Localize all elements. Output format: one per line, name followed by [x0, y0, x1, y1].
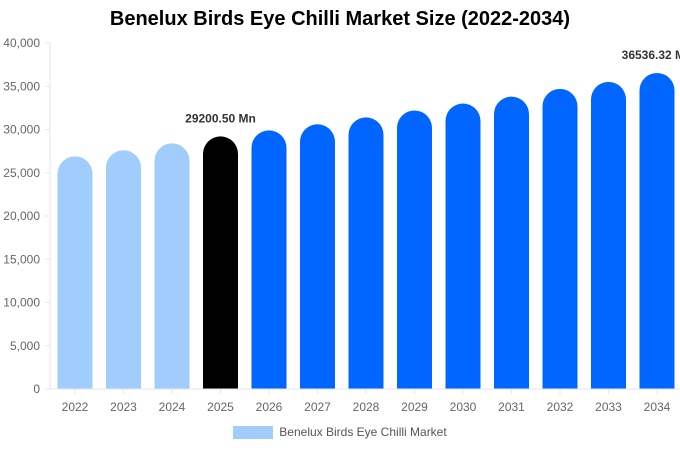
x-tick-label: 2027 [304, 400, 331, 414]
x-tick-label: 2031 [498, 400, 525, 414]
y-tick-label: 20,000 [3, 209, 40, 223]
x-tick-label: 2032 [547, 400, 574, 414]
bar-2022 [57, 156, 93, 389]
bar-2029 [397, 110, 432, 389]
y-tick-label: 10,000 [3, 296, 40, 310]
data-label-2034: 36536.32 Mn [622, 48, 680, 62]
y-tick-label: 25,000 [3, 166, 40, 180]
legend-label: Benelux Birds Eye Chilli Market [279, 425, 447, 439]
bar-2032 [542, 88, 578, 389]
x-tick-label: 2028 [353, 400, 380, 414]
data-labels: 29200.50 Mn 36536.32 Mn [185, 48, 680, 125]
bar-2034 [639, 72, 675, 390]
bar-2028 [348, 117, 384, 389]
data-label-2025: 29200.50 Mn [185, 111, 256, 125]
x-tick-label: 2024 [159, 400, 186, 414]
x-tick-label: 2033 [595, 400, 622, 414]
legend: Benelux Birds Eye Chilli Market [0, 425, 680, 439]
bar-2030 [445, 103, 481, 390]
x-tick-label: 2026 [256, 400, 283, 414]
y-tick-label: 40,000 [3, 36, 40, 50]
x-tick-label: 2029 [401, 400, 428, 414]
y-tick-label: 5,000 [10, 339, 40, 353]
x-tick-label: 2025 [207, 400, 234, 414]
bar-2025 [203, 136, 238, 389]
bars [57, 72, 675, 390]
x-tick-label: 2034 [644, 400, 671, 414]
y-tick-label: 0 [33, 382, 40, 396]
bar-2024 [154, 143, 190, 389]
x-axis: 2022 2023 2024 2025 2026 2027 2028 2029 2030 2031… [50, 388, 680, 414]
bar-2033 [591, 81, 626, 390]
x-tick-label: 2023 [110, 400, 137, 414]
chart-title: Benelux Birds Eye Chilli Market Size (20… [109, 8, 571, 30]
bar-2031 [494, 96, 529, 389]
x-tick-label: 2022 [62, 400, 89, 414]
bar-2027 [300, 124, 335, 390]
legend-swatch [233, 425, 274, 439]
y-tick-label: 35,000 [3, 79, 40, 93]
bar-2023 [106, 150, 141, 389]
y-tick-label: 30,000 [3, 123, 40, 137]
x-tick-label: 2030 [450, 400, 477, 414]
y-tick-label: 15,000 [3, 252, 40, 266]
bar-2026 [251, 130, 287, 390]
y-axis: 0 5,000 10,000 15,000 20,000 25,000 30,000 35,0… [3, 36, 51, 396]
